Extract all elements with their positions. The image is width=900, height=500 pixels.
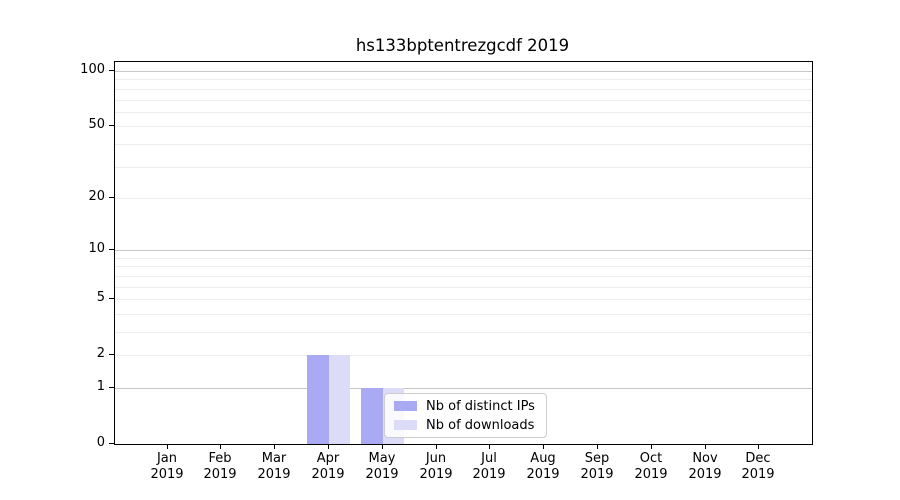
x-tick (489, 444, 490, 449)
gridline-y1 (115, 388, 812, 389)
x-tick-label-jul: Jul 2019 (472, 451, 506, 482)
x-tick (597, 444, 598, 449)
bar-apr-distinct-ips (307, 355, 329, 444)
y-tick (109, 70, 114, 71)
x-tick (167, 444, 168, 449)
y-tick (109, 298, 114, 299)
x-tick (328, 444, 329, 449)
chart-title: hs133bptentrezgcdf 2019 (355, 36, 570, 55)
x-tick (436, 444, 437, 449)
x-tick-label-feb: Feb 2019 (203, 451, 237, 482)
x-tick-label-aug: Aug 2019 (526, 451, 560, 482)
x-tick (758, 444, 759, 449)
y-tick-label: 20 (88, 189, 105, 204)
gridline-y10 (115, 250, 812, 251)
x-tick (705, 444, 706, 449)
gridline-y8 (115, 266, 812, 267)
x-tick (543, 444, 544, 449)
gridline-y80 (115, 89, 812, 90)
gridline-y100 (115, 71, 812, 72)
legend-label: Nb of distinct IPs (426, 398, 535, 414)
gridline-y90 (115, 79, 812, 80)
gridline-y3 (115, 332, 812, 333)
x-tick-label-jan: Jan 2019 (150, 451, 184, 482)
plot-area (114, 61, 813, 445)
x-tick (651, 444, 652, 449)
y-tick (109, 125, 114, 126)
bar-apr-downloads (328, 355, 351, 444)
x-tick-label-jun: Jun 2019 (419, 451, 453, 482)
gridline-y2 (115, 355, 812, 356)
gridline-y6 (115, 287, 812, 288)
legend: Nb of distinct IPs Nb of downloads (384, 393, 547, 438)
y-tick-label: 10 (88, 241, 105, 256)
y-tick (109, 249, 114, 250)
x-tick-label-mar: Mar 2019 (257, 451, 291, 482)
gridline-y9 (115, 258, 812, 259)
y-tick-label: 2 (96, 346, 105, 361)
gridline-y60 (115, 112, 812, 113)
x-tick-label-oct: Oct 2019 (634, 451, 668, 482)
x-tick (382, 444, 383, 449)
gridline-y50 (115, 126, 812, 127)
x-tick-label-dec: Dec 2019 (741, 451, 775, 482)
y-tick (109, 443, 114, 444)
gridline-y4 (115, 314, 812, 315)
y-tick-label: 5 (96, 290, 105, 305)
x-tick (220, 444, 221, 449)
gridline-y7 (115, 276, 812, 277)
legend-label: Nb of downloads (426, 417, 535, 433)
gridline-y70 (115, 100, 812, 101)
gridline-y30 (115, 167, 812, 168)
x-tick (274, 444, 275, 449)
x-tick-label-nov: Nov 2019 (688, 451, 722, 482)
y-tick (109, 354, 114, 355)
y-tick-label: 0 (96, 435, 105, 450)
y-tick-label: 1 (96, 379, 105, 394)
gridline-y40 (115, 144, 812, 145)
y-tick (109, 197, 114, 198)
bar-may-distinct-ips (361, 388, 383, 444)
downloads-swatch (394, 420, 417, 430)
legend-item: Nb of downloads (394, 418, 538, 433)
y-tick-label: 50 (88, 117, 105, 132)
legend-item: Nb of distinct IPs (394, 399, 538, 414)
x-tick-label-may: May 2019 (365, 451, 399, 482)
y-tick (109, 387, 114, 388)
gridline-y20 (115, 198, 812, 199)
x-tick-label-sep: Sep 2019 (580, 451, 614, 482)
y-tick-label: 100 (80, 62, 105, 77)
distinct-ips-swatch (394, 401, 417, 411)
gridline-y5 (115, 299, 812, 300)
x-tick-label-apr: Apr 2019 (311, 451, 345, 482)
